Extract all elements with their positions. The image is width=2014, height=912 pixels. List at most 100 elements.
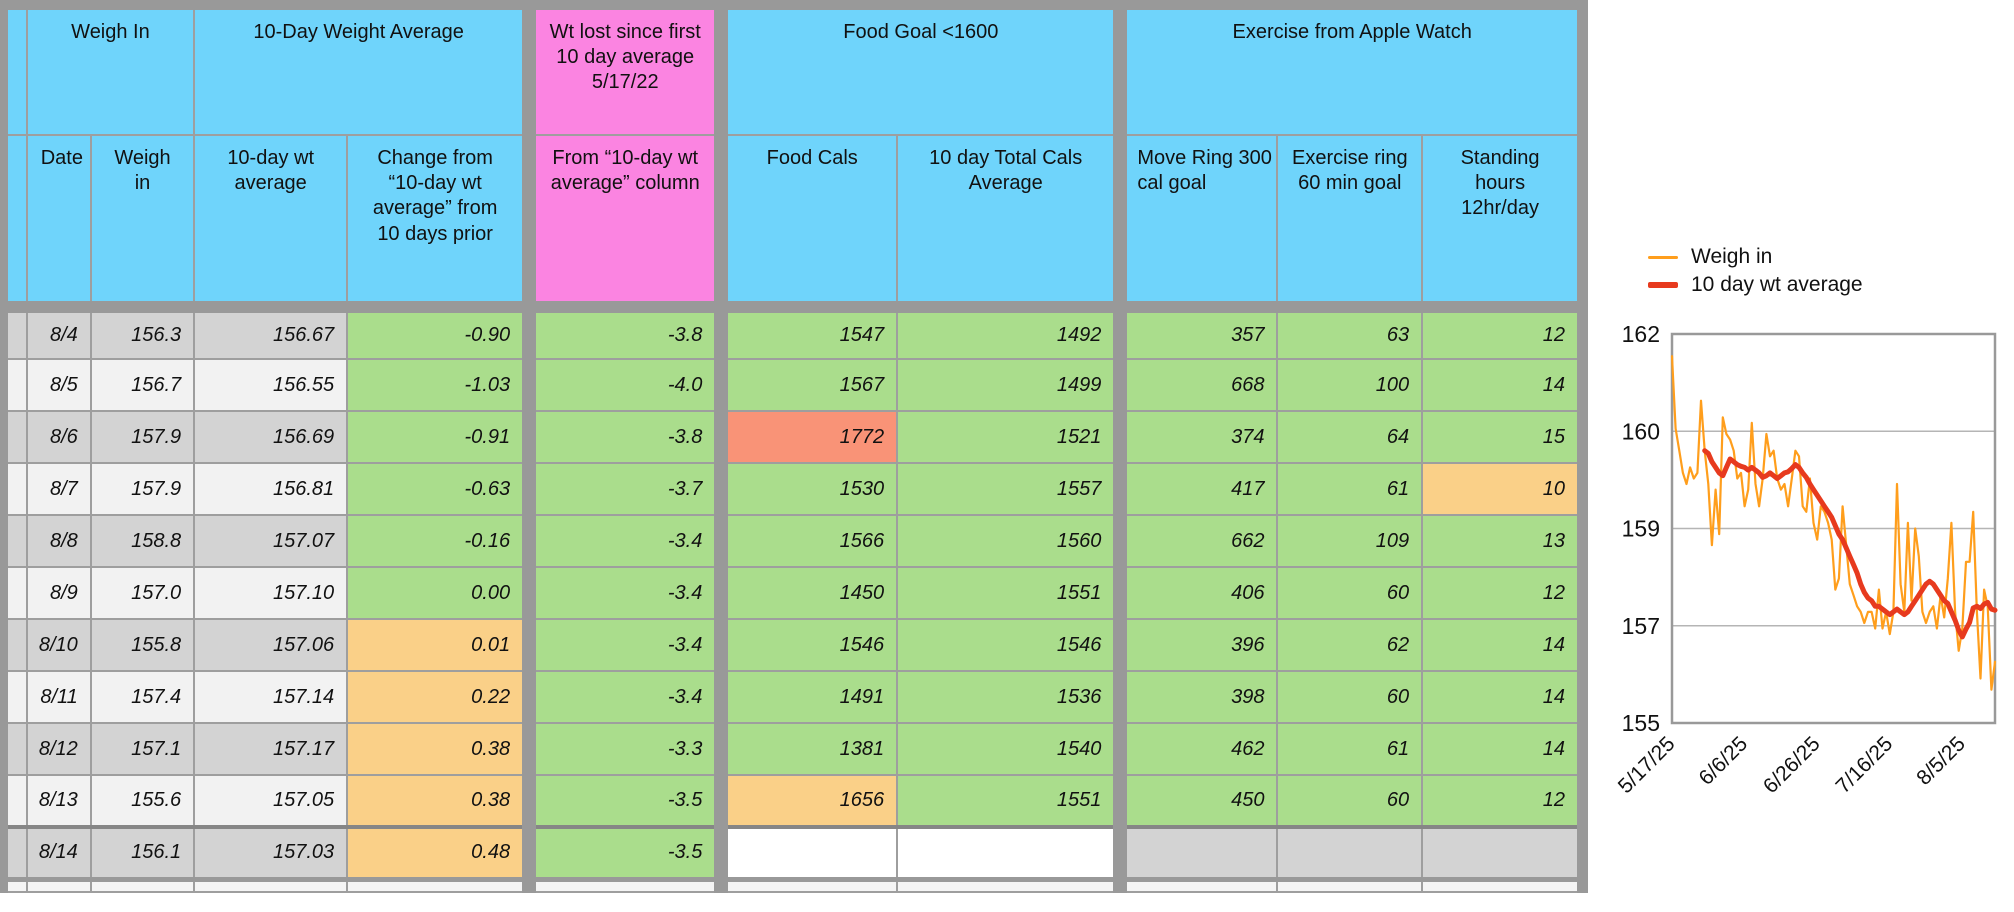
cell-food-8/8[interactable]: 1566 (720, 514, 899, 568)
cell-change-8/11[interactable]: 0.22 (346, 670, 531, 724)
cell-cals-8/9[interactable]: 1551 (896, 566, 1128, 620)
cell-food-8/14[interactable] (720, 825, 899, 880)
cell-stand-8/14[interactable] (1421, 825, 1589, 880)
cell-date-8/6[interactable]: 8/6 (25, 410, 92, 464)
cell-cals-8/4[interactable]: 1492 (896, 306, 1128, 360)
cell-ring-8/5[interactable]: 100 (1276, 358, 1424, 412)
cell-date-8/9[interactable]: 8/9 (25, 566, 92, 620)
cell-avg-8/4[interactable]: 156.67 (193, 306, 349, 360)
cell-change-8/14[interactable]: 0.48 (346, 825, 531, 880)
cell-lost-8/8[interactable]: -3.4 (522, 514, 729, 568)
cell-change-8/4[interactable]: -0.90 (346, 306, 531, 360)
cell-lost-8/6[interactable]: -3.8 (522, 410, 729, 464)
cell-weigh-8/14[interactable]: 156.1 (89, 825, 196, 880)
cell-avg-8/7[interactable]: 156.81 (193, 462, 349, 516)
cell-food-8/6[interactable]: 1772 (720, 410, 899, 464)
cell-lost-8/9[interactable]: -3.4 (522, 566, 729, 620)
cell-date-8/7[interactable]: 8/7 (25, 462, 92, 516)
cell-food-8/5[interactable]: 1567 (720, 358, 899, 412)
col-header-exercise-ring[interactable]: Exercise ring 60 min goal (1276, 134, 1424, 313)
cell-cals-8/10[interactable]: 1546 (896, 618, 1128, 672)
cell-food-8/11[interactable]: 1491 (720, 670, 899, 724)
cell-weigh-8/7[interactable]: 157.9 (89, 462, 196, 516)
cell-date-8/14[interactable]: 8/14 (25, 825, 92, 880)
group-header-10day-weight-average[interactable]: 10-Day Weight Average (193, 0, 531, 136)
col-header-weigh-in[interactable]: Weigh in (89, 134, 196, 313)
cell-lost-8/10[interactable]: -3.4 (522, 618, 729, 672)
cell-date-8/11[interactable]: 8/11 (25, 670, 92, 724)
cell-avg-8/14[interactable]: 157.03 (193, 825, 349, 880)
cell-weigh-8/13[interactable]: 155.6 (89, 774, 196, 828)
cell-date-8/8[interactable]: 8/8 (25, 514, 92, 568)
cell-lost-8/7[interactable]: -3.7 (522, 462, 729, 516)
cell-date-8/5[interactable]: 8/5 (25, 358, 92, 412)
cell-weigh-8/8[interactable]: 158.8 (89, 514, 196, 568)
cell-change-8/12[interactable]: 0.38 (346, 722, 531, 776)
cell-cals-8/11[interactable]: 1536 (896, 670, 1128, 724)
col-header-from-average-column[interactable]: From “10-day wt average” column (522, 134, 729, 313)
col-header-date[interactable]: Date (25, 134, 92, 313)
cell-ring-8/13[interactable]: 60 (1276, 774, 1424, 828)
cell-avg-8/12[interactable]: 157.17 (193, 722, 349, 776)
cell-food-8/9[interactable]: 1450 (720, 566, 899, 620)
cell-lost-8/14[interactable]: -3.5 (522, 825, 729, 880)
cell-cals-8/5[interactable]: 1499 (896, 358, 1128, 412)
cell-avg-8/6[interactable]: 156.69 (193, 410, 349, 464)
cell-move-8/7[interactable]: 417 (1119, 462, 1279, 516)
cell-change-8/6[interactable]: -0.91 (346, 410, 531, 464)
cell-weigh-8/10[interactable]: 155.8 (89, 618, 196, 672)
weight-tracking-table[interactable]: Weigh In 10-Day Weight Average Wt lost s… (0, 0, 1589, 893)
col-header-change-from-prior[interactable]: Change from “10-day wt average” from 10 … (346, 134, 531, 313)
cell-ring-8/7[interactable]: 61 (1276, 462, 1424, 516)
cell-weigh-8/9[interactable]: 157.0 (89, 566, 196, 620)
cell-ring-8/11[interactable]: 60 (1276, 670, 1424, 724)
cell-avg-8/11[interactable]: 157.14 (193, 670, 349, 724)
cell-move-8/9[interactable]: 406 (1119, 566, 1279, 620)
cell-ring-8/12[interactable]: 61 (1276, 722, 1424, 776)
col-header-10day-total-cals[interactable]: 10 day Total Cals Average (896, 134, 1128, 313)
cell-change-8/8[interactable]: -0.16 (346, 514, 531, 568)
cell-ring-8/9[interactable]: 60 (1276, 566, 1424, 620)
cell-move-8/12[interactable]: 462 (1119, 722, 1279, 776)
cell-date-8/4[interactable]: 8/4 (25, 306, 92, 360)
cell-food-8/12[interactable]: 1381 (720, 722, 899, 776)
cell-stand-8/10[interactable]: 14 (1421, 618, 1589, 672)
col-header-10day-wt-average[interactable]: 10-day wt average (193, 134, 349, 313)
cell-food-8/4[interactable]: 1547 (720, 306, 899, 360)
col-header-standing-hours[interactable]: Standing hours 12hr/day (1421, 134, 1589, 313)
group-header-food-goal[interactable]: Food Goal <1600 (720, 0, 1128, 136)
cell-weigh-8/6[interactable]: 157.9 (89, 410, 196, 464)
cell-avg-8/10[interactable]: 157.06 (193, 618, 349, 672)
cell-weigh-8/11[interactable]: 157.4 (89, 670, 196, 724)
cell-ring-8/14[interactable] (1276, 825, 1424, 880)
cell-lost-8/12[interactable]: -3.3 (522, 722, 729, 776)
cell-weigh-8/12[interactable]: 157.1 (89, 722, 196, 776)
cell-date-8/12[interactable]: 8/12 (25, 722, 92, 776)
cell-date-8/10[interactable]: 8/10 (25, 618, 92, 672)
cell-lost-8/4[interactable]: -3.8 (522, 306, 729, 360)
cell-change-8/9[interactable]: 0.00 (346, 566, 531, 620)
cell-move-8/11[interactable]: 398 (1119, 670, 1279, 724)
cell-avg-8/9[interactable]: 157.10 (193, 566, 349, 620)
cell-ring-8/4[interactable]: 63 (1276, 306, 1424, 360)
cell-weigh-8/4[interactable]: 156.3 (89, 306, 196, 360)
cell-avg-8/8[interactable]: 157.07 (193, 514, 349, 568)
cell-move-8/8[interactable]: 662 (1119, 514, 1279, 568)
cell-stand-8/5[interactable]: 14 (1421, 358, 1589, 412)
cell-change-8/13[interactable]: 0.38 (346, 774, 531, 828)
cell-ring-8/6[interactable]: 64 (1276, 410, 1424, 464)
cell-date-8/13[interactable]: 8/13 (25, 774, 92, 828)
col-header-move-ring[interactable]: Move Ring 300 cal goal (1119, 134, 1279, 313)
cell-move-8/6[interactable]: 374 (1119, 410, 1279, 464)
cell-cals-8/14[interactable] (896, 825, 1128, 880)
cell-lost-8/13[interactable]: -3.5 (522, 774, 729, 828)
cell-move-8/5[interactable]: 668 (1119, 358, 1279, 412)
cell-change-8/10[interactable]: 0.01 (346, 618, 531, 672)
cell-cals-8/6[interactable]: 1521 (896, 410, 1128, 464)
cell-weigh-8/5[interactable]: 156.7 (89, 358, 196, 412)
cell-lost-8/11[interactable]: -3.4 (522, 670, 729, 724)
cell-change-8/7[interactable]: -0.63 (346, 462, 531, 516)
cell-avg-8/5[interactable]: 156.55 (193, 358, 349, 412)
cell-cals-8/13[interactable]: 1551 (896, 774, 1128, 828)
cell-ring-8/8[interactable]: 109 (1276, 514, 1424, 568)
